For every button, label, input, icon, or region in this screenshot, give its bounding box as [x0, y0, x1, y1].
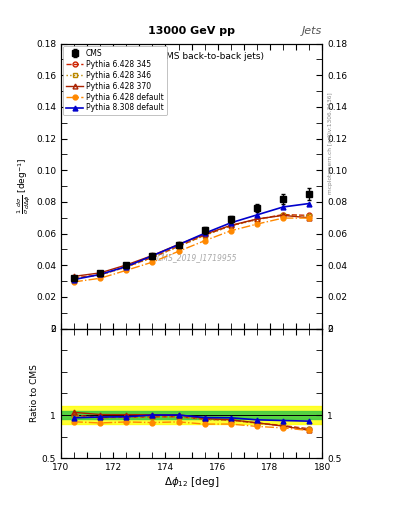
- Pythia 6.428 346: [202, 232, 207, 239]
- Pythia 6.428 346: [124, 264, 129, 270]
- Line: Pythia 6.428 370: Pythia 6.428 370: [72, 213, 312, 279]
- Pythia 6.428 346: [72, 275, 76, 281]
- Line: Pythia 6.428 default: Pythia 6.428 default: [72, 216, 312, 284]
- Y-axis label: Ratio to CMS: Ratio to CMS: [30, 365, 39, 422]
- Pythia 6.428 default: [176, 248, 181, 254]
- Pythia 6.428 345: [150, 254, 155, 261]
- Pythia 6.428 default: [202, 238, 207, 244]
- Pythia 6.428 370: [124, 262, 129, 268]
- Line: Pythia 6.428 345: Pythia 6.428 345: [72, 212, 312, 281]
- Pythia 6.428 370: [98, 270, 103, 276]
- Line: Pythia 6.428 346: Pythia 6.428 346: [72, 212, 312, 281]
- Pythia 8.308 default: [124, 264, 129, 270]
- Pythia 6.428 default: [124, 267, 129, 273]
- Pythia 6.428 370: [228, 222, 233, 228]
- Pythia 6.428 346: [307, 213, 312, 219]
- Pythia 6.428 345: [72, 275, 76, 281]
- Pythia 6.428 345: [307, 212, 312, 219]
- Pythia 6.428 default: [72, 279, 76, 285]
- Pythia 6.428 default: [281, 215, 285, 221]
- Text: 13000 GeV pp: 13000 GeV pp: [148, 26, 235, 36]
- Pythia 6.428 346: [281, 212, 285, 218]
- Pythia 6.428 346: [176, 244, 181, 250]
- Pythia 6.428 345: [228, 223, 233, 229]
- Pythia 6.428 370: [202, 231, 207, 238]
- Pythia 6.428 345: [98, 272, 103, 278]
- Pythia 6.428 default: [255, 221, 259, 227]
- Pythia 8.308 default: [72, 276, 76, 283]
- Pythia 6.428 346: [255, 217, 259, 223]
- Y-axis label: $\frac{1}{\sigma}\frac{d\sigma}{d\Delta\phi}$ [deg$^{-1}$]: $\frac{1}{\sigma}\frac{d\sigma}{d\Delta\…: [16, 158, 33, 215]
- Bar: [61, 407, 322, 424]
- Text: Δφ(jj) (CMS back-to-back jets): Δφ(jj) (CMS back-to-back jets): [129, 52, 264, 61]
- Pythia 6.428 345: [202, 232, 207, 238]
- Pythia 6.428 370: [150, 252, 155, 259]
- Pythia 6.428 default: [307, 215, 312, 221]
- Pythia 6.428 345: [255, 216, 259, 222]
- Pythia 6.428 default: [228, 228, 233, 234]
- Pythia 6.428 346: [98, 272, 103, 278]
- Bar: [61, 411, 322, 419]
- Legend: CMS, Pythia 6.428 345, Pythia 6.428 346, Pythia 6.428 370, Pythia 6.428 default,: CMS, Pythia 6.428 345, Pythia 6.428 346,…: [63, 46, 167, 116]
- Pythia 8.308 default: [98, 271, 103, 278]
- Pythia 8.308 default: [202, 230, 207, 237]
- Pythia 6.428 345: [124, 264, 129, 270]
- Pythia 8.308 default: [307, 200, 312, 206]
- Line: Pythia 8.308 default: Pythia 8.308 default: [72, 201, 312, 282]
- X-axis label: $\Delta\phi_{12}$ [deg]: $\Delta\phi_{12}$ [deg]: [164, 475, 219, 489]
- Pythia 8.308 default: [255, 212, 259, 218]
- Pythia 8.308 default: [228, 220, 233, 226]
- Text: mcplots.cern.ch [arXiv:1306.3436]: mcplots.cern.ch [arXiv:1306.3436]: [328, 93, 333, 194]
- Pythia 6.428 370: [72, 273, 76, 280]
- Pythia 6.428 default: [150, 259, 155, 265]
- Text: Jets: Jets: [302, 26, 322, 36]
- Pythia 6.428 346: [150, 254, 155, 261]
- Pythia 6.428 370: [307, 215, 312, 221]
- Pythia 6.428 370: [176, 241, 181, 247]
- Pythia 6.428 default: [98, 275, 103, 281]
- Pythia 6.428 370: [255, 216, 259, 222]
- Pythia 8.308 default: [150, 253, 155, 259]
- Pythia 8.308 default: [176, 242, 181, 248]
- Pythia 6.428 345: [176, 243, 181, 249]
- Pythia 6.428 370: [281, 212, 285, 219]
- Pythia 6.428 346: [228, 223, 233, 229]
- Pythia 8.308 default: [281, 204, 285, 210]
- Pythia 6.428 345: [281, 211, 285, 218]
- Text: CMS_2019_I1719955: CMS_2019_I1719955: [156, 253, 237, 262]
